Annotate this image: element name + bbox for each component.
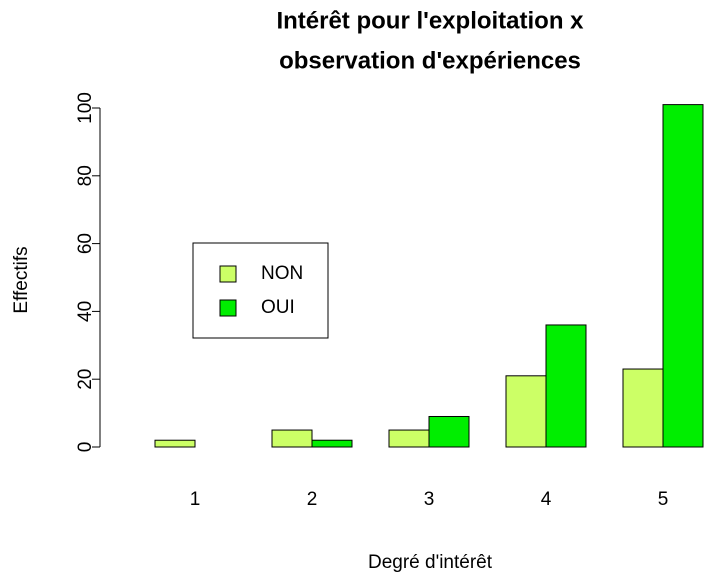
- y-tick-label: 100: [75, 92, 96, 124]
- chart-title: observation d'expériences: [279, 47, 581, 74]
- legend-label: NON: [261, 263, 303, 284]
- legend-swatch: [219, 265, 237, 283]
- bar: [622, 368, 664, 448]
- y-tick-label: 0: [75, 442, 96, 453]
- bar: [505, 375, 547, 448]
- bar: [154, 439, 196, 448]
- legend-swatch: [219, 299, 237, 317]
- y-axis-label: Effectifs: [11, 246, 32, 313]
- x-tick-label: 5: [658, 489, 669, 510]
- y-tick-label: 20: [75, 369, 96, 390]
- legend-label: OUI: [261, 297, 295, 318]
- bar: [545, 324, 587, 448]
- bar: [311, 439, 353, 448]
- x-tick-label: 2: [307, 489, 318, 510]
- y-tick-label: 80: [75, 165, 96, 186]
- bar: [662, 104, 704, 448]
- bar: [428, 415, 470, 448]
- x-axis-label: Degré d'intérêt: [368, 552, 493, 573]
- y-tick-label: 40: [75, 301, 96, 322]
- bar: [271, 429, 313, 448]
- bar: [388, 429, 430, 448]
- chart-title: Intérêt pour l'exploitation x: [276, 7, 584, 34]
- legend-box: [192, 242, 329, 339]
- x-tick-label: 3: [424, 489, 435, 510]
- x-tick-label: 1: [190, 489, 201, 510]
- y-tick-label: 60: [75, 233, 96, 254]
- x-tick-label: 4: [541, 489, 552, 510]
